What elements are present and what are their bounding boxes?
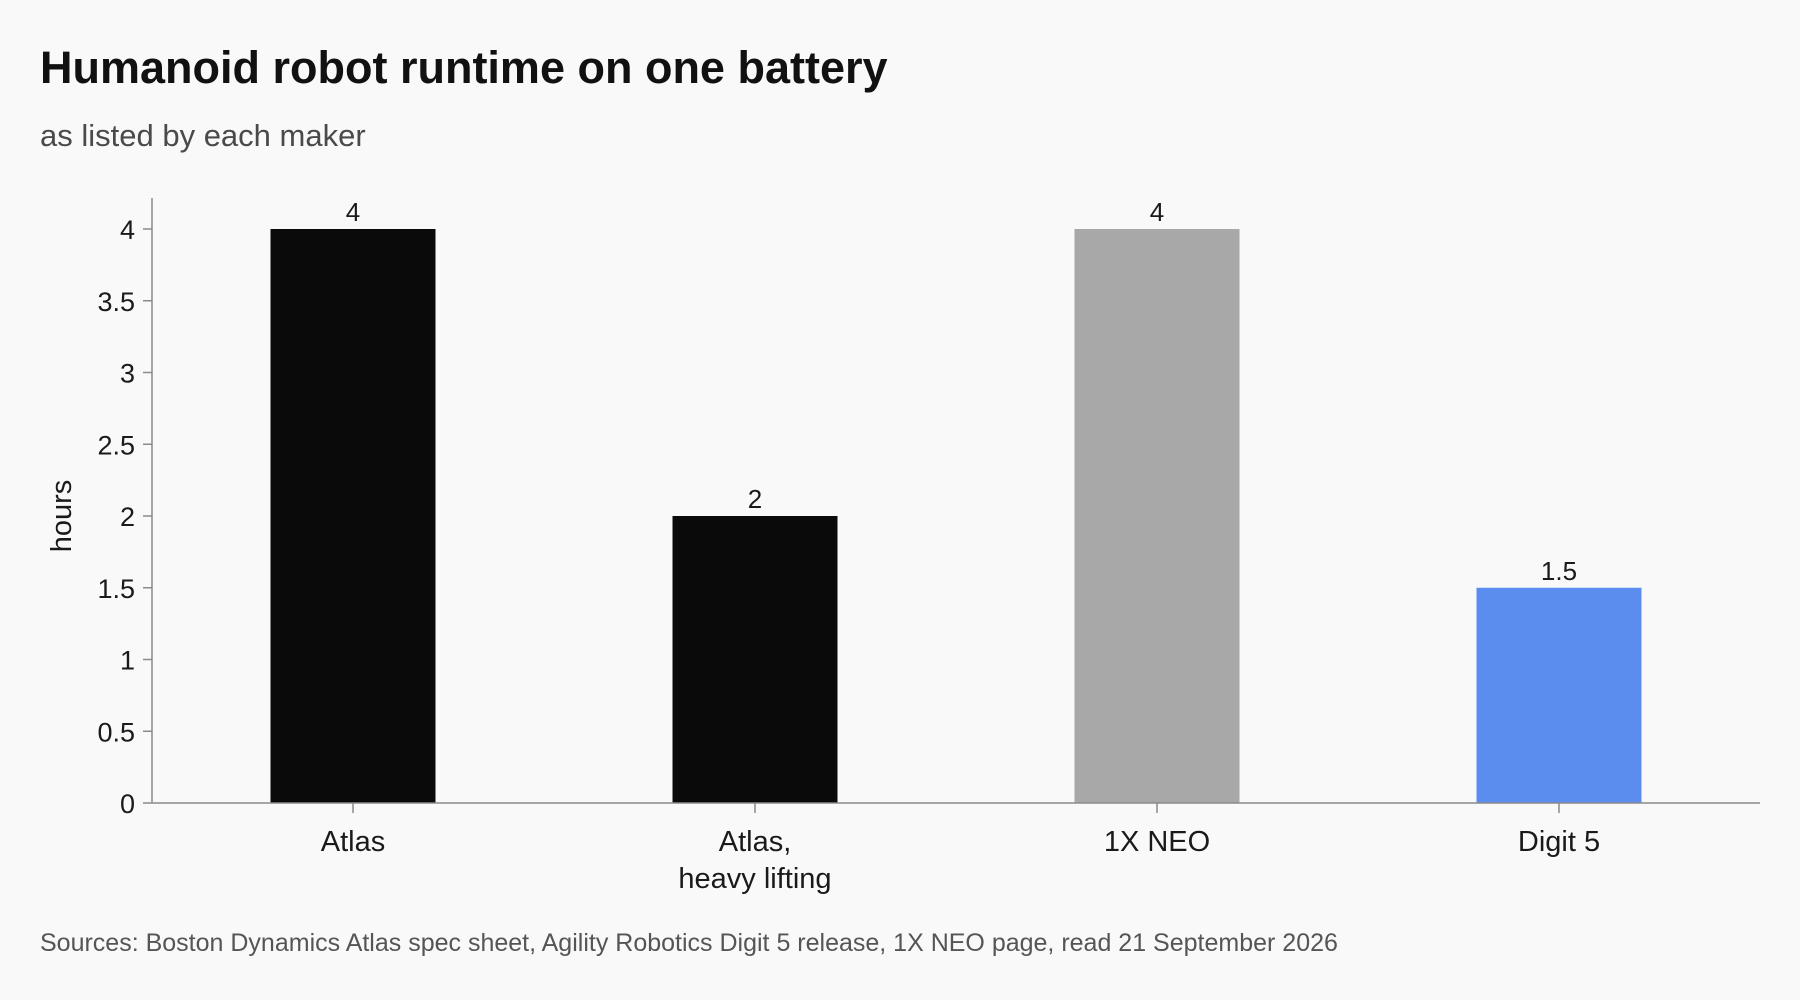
bar-value-label: 1.5 xyxy=(1541,556,1577,586)
bar xyxy=(672,516,838,803)
x-tick-label: Atlas, heavy lifting xyxy=(678,826,831,895)
y-tick-label: 2.5 xyxy=(97,430,135,460)
y-tick-label: 2 xyxy=(120,502,135,532)
chart-title: Humanoid robot runtime on one battery xyxy=(40,42,888,93)
y-tick-label: 4 xyxy=(120,215,135,245)
y-tick-label: 0.5 xyxy=(97,717,135,747)
value-labels: 4 2 4 1.5 xyxy=(346,197,1577,586)
source-note: Sources: Boston Dynamics Atlas spec shee… xyxy=(40,929,1338,957)
bars xyxy=(270,229,1642,803)
bar-value-label: 4 xyxy=(346,197,360,227)
x-axis-ticks: Atlas Atlas, heavy lifting 1X NEO Digit 5 xyxy=(321,803,1600,895)
x-tick-label: Atlas xyxy=(321,826,385,858)
y-tick-label: 3.5 xyxy=(97,287,135,317)
bar xyxy=(1074,229,1240,803)
y-tick-label: 1.5 xyxy=(97,574,135,604)
bar-value-label: 2 xyxy=(748,484,762,514)
chart-subtitle: as listed by each maker xyxy=(40,118,366,153)
bar xyxy=(1476,587,1642,803)
x-tick-label: 1X NEO xyxy=(1104,826,1210,858)
y-tick-label: 0 xyxy=(120,789,135,819)
y-tick-label: 3 xyxy=(120,359,135,389)
x-tick-label: Digit 5 xyxy=(1518,826,1600,858)
y-axis-label: hours xyxy=(46,480,78,553)
bar xyxy=(270,229,436,803)
y-axis-ticks: 0 0.5 1 1.5 2 2.5 3 3.5 4 xyxy=(97,215,152,819)
bar-value-label: 4 xyxy=(1150,197,1164,227)
y-tick-label: 1 xyxy=(120,646,135,676)
